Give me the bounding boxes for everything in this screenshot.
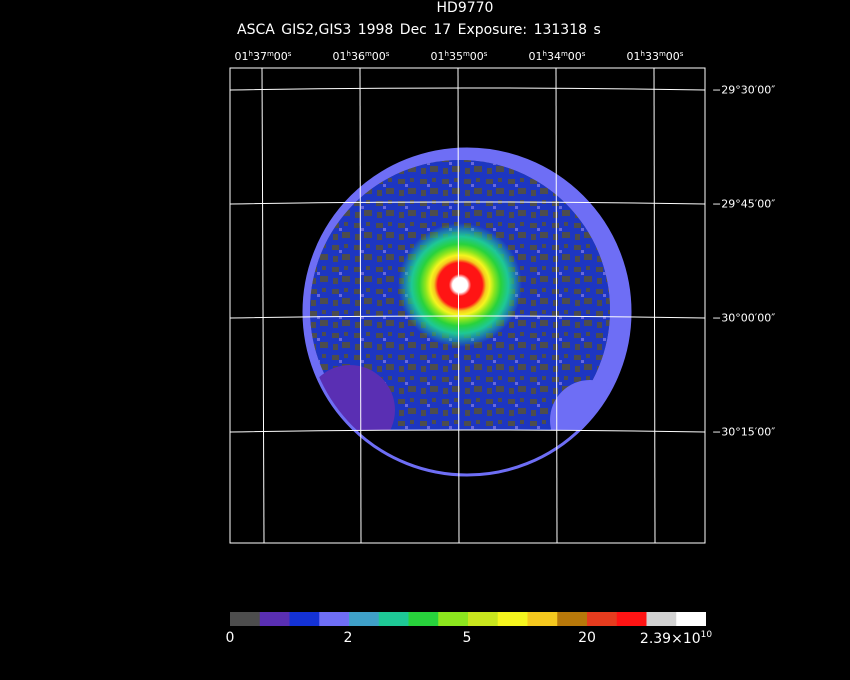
colorbar (230, 612, 706, 626)
fov-edge (302, 147, 632, 477)
colorbar-swatch (378, 612, 409, 626)
ra-tick-label: 01h35m00s (430, 50, 488, 63)
colorbar-swatch (646, 612, 677, 626)
target-title: HD9770 (436, 0, 494, 16)
colorbar-max-mantissa: 2.39×10 (639, 631, 701, 647)
ra-tick-label: 01h36m00s (332, 50, 390, 63)
colorbar-label-20: 20 (578, 630, 596, 646)
ra-tick-label: 01h33m00s (626, 50, 684, 63)
colorbar-swatch (259, 612, 290, 626)
colorbar-label-2: 2 (343, 630, 353, 646)
colorbar-swatch (468, 612, 499, 626)
observation-subtitle: ASCA GIS2,GIS3 1998 Dec 17 Exposure: 131… (237, 22, 601, 38)
colorbar-swatch (438, 612, 469, 626)
image-frame (229, 67, 706, 544)
coordinate-grid (229, 67, 706, 544)
colorbar-swatch (616, 612, 647, 626)
colorbar-swatch (289, 612, 320, 626)
xray-image-plot (229, 67, 706, 544)
colorbar-swatch (349, 612, 380, 626)
dec-tick-label: −29°45′00″ (712, 197, 776, 211)
colorbar-swatch (319, 612, 350, 626)
colorbar-swatch (557, 612, 588, 626)
colorbar-swatch (497, 612, 528, 626)
colorbar-swatch (230, 612, 261, 626)
colorbar-label-0: 0 (225, 630, 235, 646)
colorbar-max-exponent: 10 (700, 630, 713, 640)
colorbar-swatch (408, 612, 439, 626)
dec-tick-label: −30°15′00″ (712, 425, 776, 439)
ra-tick-label: 01h34m00s (528, 50, 586, 63)
ra-tick-label: 01h37m00s (234, 50, 292, 63)
colorbar-label-max: 2.39×1010 (640, 630, 712, 647)
colorbar-swatch (527, 612, 558, 626)
dec-tick-label: −29°30′00″ (712, 83, 776, 97)
colorbar-swatch (676, 612, 706, 626)
colorbar-label-5: 5 (462, 630, 472, 646)
colorbar-swatch (587, 612, 618, 626)
source-hd9770 (398, 223, 522, 347)
dec-tick-label: −30°00′00″ (712, 311, 776, 325)
